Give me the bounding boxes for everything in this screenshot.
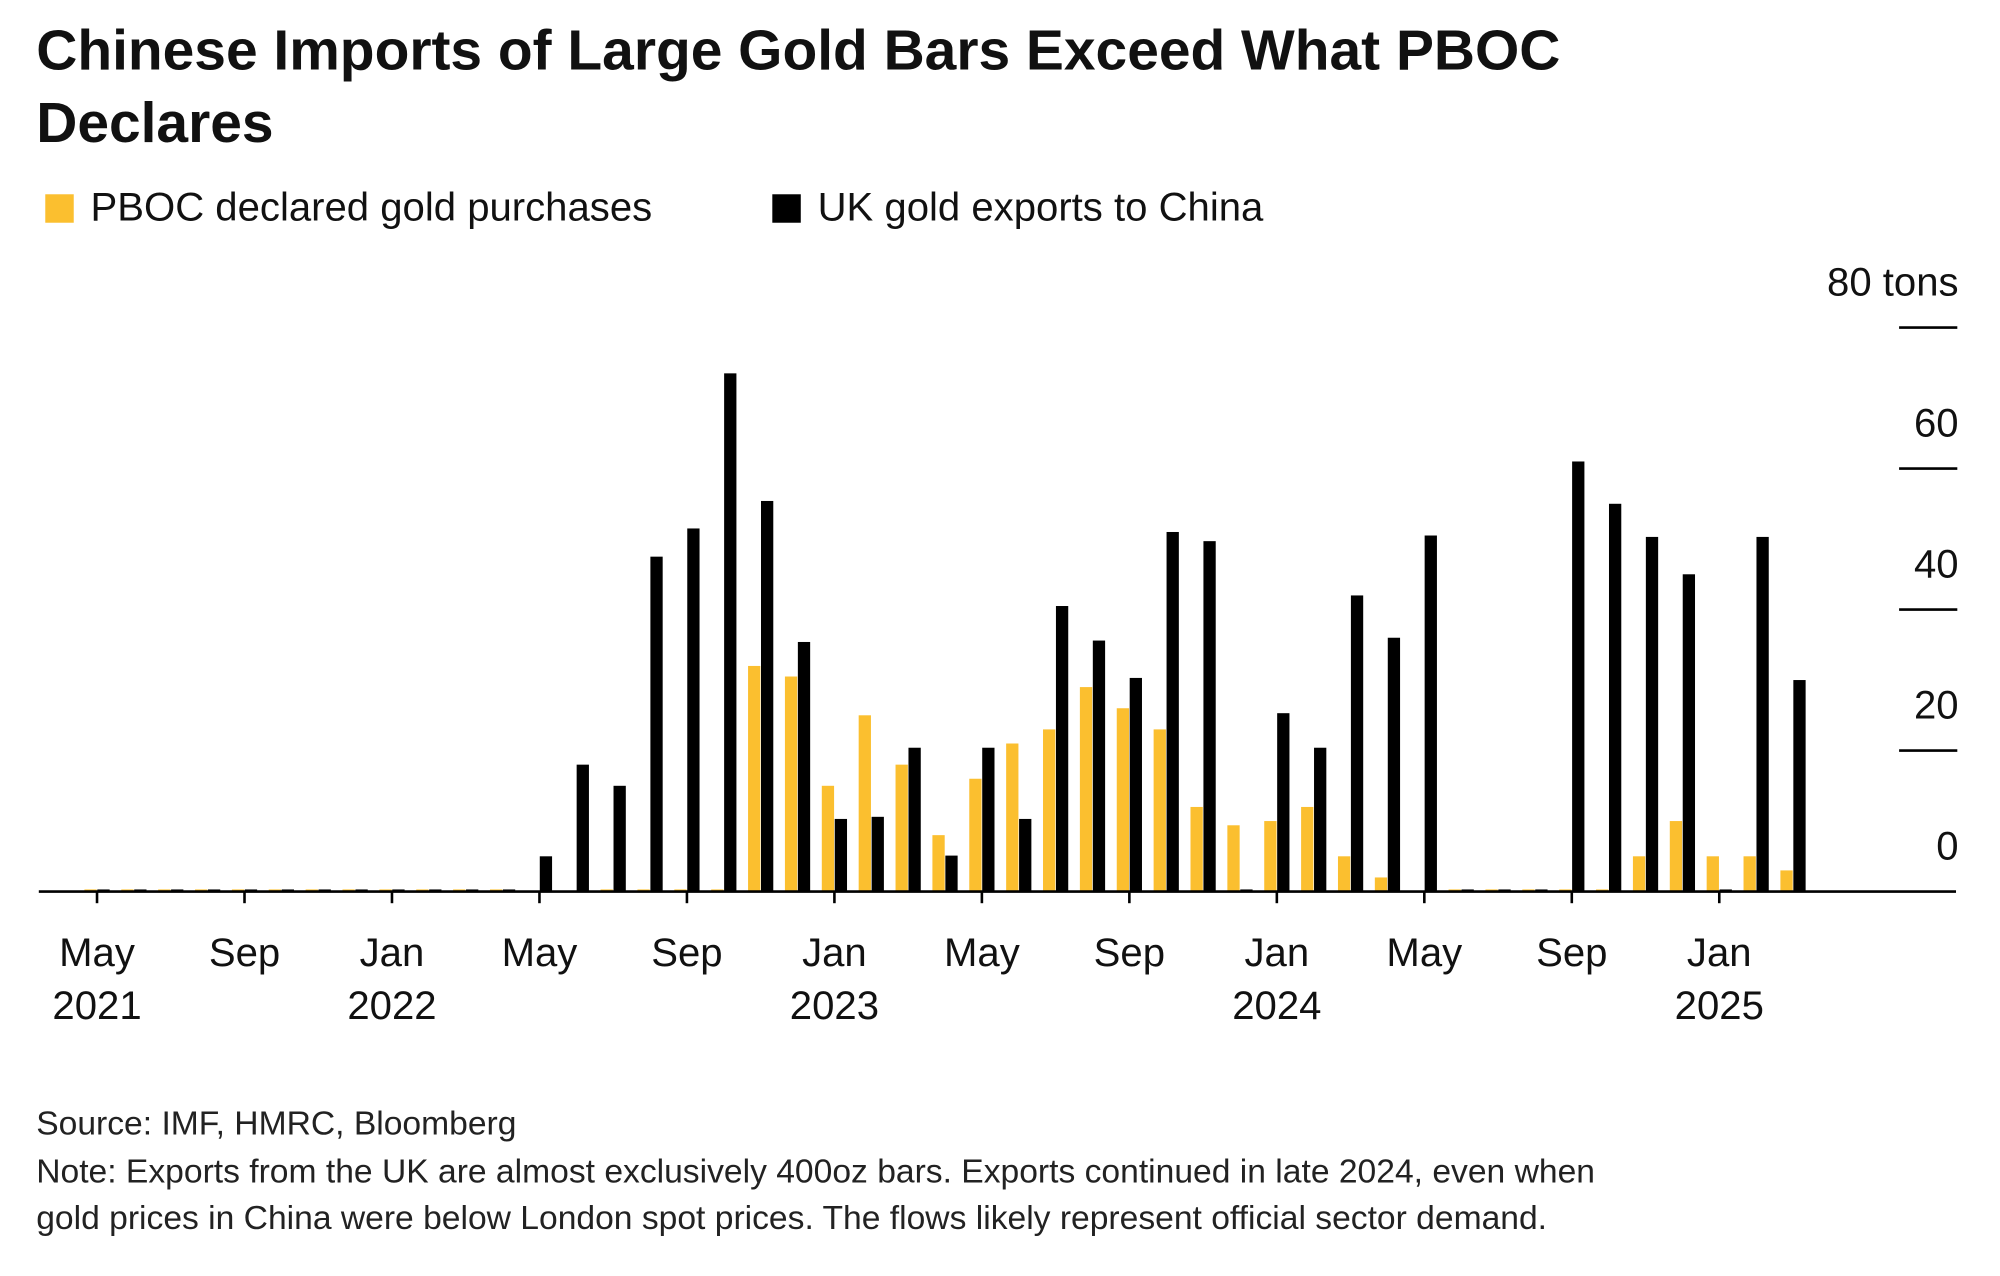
y-tick-label: 40 — [1914, 542, 1959, 586]
x-tick-label: Sep — [209, 931, 280, 975]
note: Note: Exports from the UK are almost exc… — [36, 1153, 1595, 1190]
x-tick-label: Sep — [1536, 931, 1607, 975]
bar — [539, 856, 553, 892]
bar — [1079, 687, 1093, 892]
bar — [1572, 461, 1585, 892]
x-tick-label: Jan 2022 — [347, 931, 436, 1028]
bar — [1756, 536, 1769, 892]
x-tick-label-line: Jan — [1687, 931, 1752, 975]
bar — [797, 641, 811, 892]
bar — [1374, 877, 1388, 892]
bar — [871, 816, 884, 892]
bar — [1190, 806, 1203, 892]
x-tick-label-line: May — [59, 931, 135, 975]
x-tick-label-line: Jan — [1245, 931, 1310, 975]
bar — [1043, 729, 1056, 892]
bar — [1337, 856, 1351, 892]
y-tick-label: 60 — [1914, 401, 1959, 445]
bar — [1793, 680, 1806, 892]
chart-title: Chinese Imports of Large Gold Bars Excee… — [36, 19, 1560, 83]
bar — [1743, 856, 1756, 892]
bar — [1055, 606, 1069, 892]
x-tick-label-line: 2021 — [52, 984, 141, 1028]
x-tick-label-line: 2024 — [1232, 984, 1321, 1028]
legend-swatch — [772, 194, 801, 223]
bar — [858, 715, 871, 892]
legend-swatch — [45, 194, 74, 223]
x-tick-label: Jan 2025 — [1675, 931, 1764, 1028]
bar — [834, 818, 848, 892]
x-tick-label: May — [502, 931, 578, 975]
bar — [748, 665, 761, 892]
chart-title: Declares — [36, 91, 273, 155]
source: Source: IMF, HMRC, Bloomberg — [36, 1106, 516, 1143]
y-tick-label: 0 — [1936, 824, 1958, 868]
bar — [1780, 870, 1793, 892]
bar — [1706, 856, 1719, 892]
x-tick-label-line: 2022 — [347, 984, 436, 1028]
bar — [1203, 541, 1216, 892]
bar — [895, 764, 908, 892]
y-tick-label: 20 — [1914, 683, 1959, 727]
x-tick-label-line: May — [1386, 931, 1462, 975]
x-tick-label-line: 2025 — [1675, 984, 1764, 1028]
bar — [1264, 821, 1277, 892]
bar — [982, 747, 995, 892]
x-tick-label-line: 2023 — [790, 984, 879, 1028]
x-tick-label: Jan 2023 — [790, 931, 879, 1028]
bar — [1669, 821, 1683, 892]
legend-label: UK gold exports to China — [818, 185, 1264, 229]
bar — [1387, 637, 1401, 892]
bar — [1424, 535, 1437, 892]
bar — [1277, 713, 1290, 892]
bar — [1006, 743, 1019, 892]
x-tick-label-line: Sep — [1094, 931, 1165, 975]
bar — [1314, 747, 1327, 892]
bar — [1645, 536, 1659, 892]
bar — [1227, 825, 1240, 892]
bar — [945, 855, 958, 892]
bar — [1350, 595, 1364, 892]
x-tick-label-line: Jan — [360, 931, 425, 975]
bar — [613, 785, 626, 892]
x-tick-label-line: Sep — [1536, 931, 1607, 975]
bar — [650, 556, 663, 892]
bar — [1092, 640, 1106, 892]
bar — [1129, 677, 1142, 892]
bar — [1153, 729, 1166, 892]
bar — [1301, 806, 1314, 892]
bar — [576, 764, 589, 892]
bar — [1682, 574, 1696, 892]
x-tick-label-line: May — [944, 931, 1020, 975]
x-tick-label: Jan 2024 — [1232, 931, 1321, 1028]
bar — [821, 785, 835, 892]
bar — [932, 835, 945, 892]
bar — [687, 528, 700, 892]
legend-label: PBOC declared gold purchases — [91, 185, 653, 229]
bar — [724, 373, 737, 892]
x-tick-label: Sep — [651, 931, 722, 975]
x-tick-label-line: Sep — [209, 931, 280, 975]
bar — [1632, 856, 1646, 892]
bar — [760, 500, 774, 892]
x-tick-label-line: Sep — [651, 931, 722, 975]
bar — [1608, 503, 1622, 892]
bar — [1019, 818, 1032, 892]
y-tick-label: 80 tons — [1827, 260, 1959, 304]
x-tick-label-line: Jan — [802, 931, 867, 975]
x-tick-label: Sep — [1094, 931, 1165, 975]
x-tick-label: May — [944, 931, 1020, 975]
x-tick-label-line: May — [502, 931, 578, 975]
bar — [784, 676, 798, 892]
note: gold prices in China were below London s… — [36, 1200, 1547, 1237]
bar — [969, 778, 982, 892]
bar — [1116, 708, 1130, 892]
x-tick-label: May — [1386, 931, 1462, 975]
bar — [1166, 531, 1179, 892]
x-tick-label: May 2021 — [52, 931, 141, 1028]
bar — [908, 747, 921, 892]
